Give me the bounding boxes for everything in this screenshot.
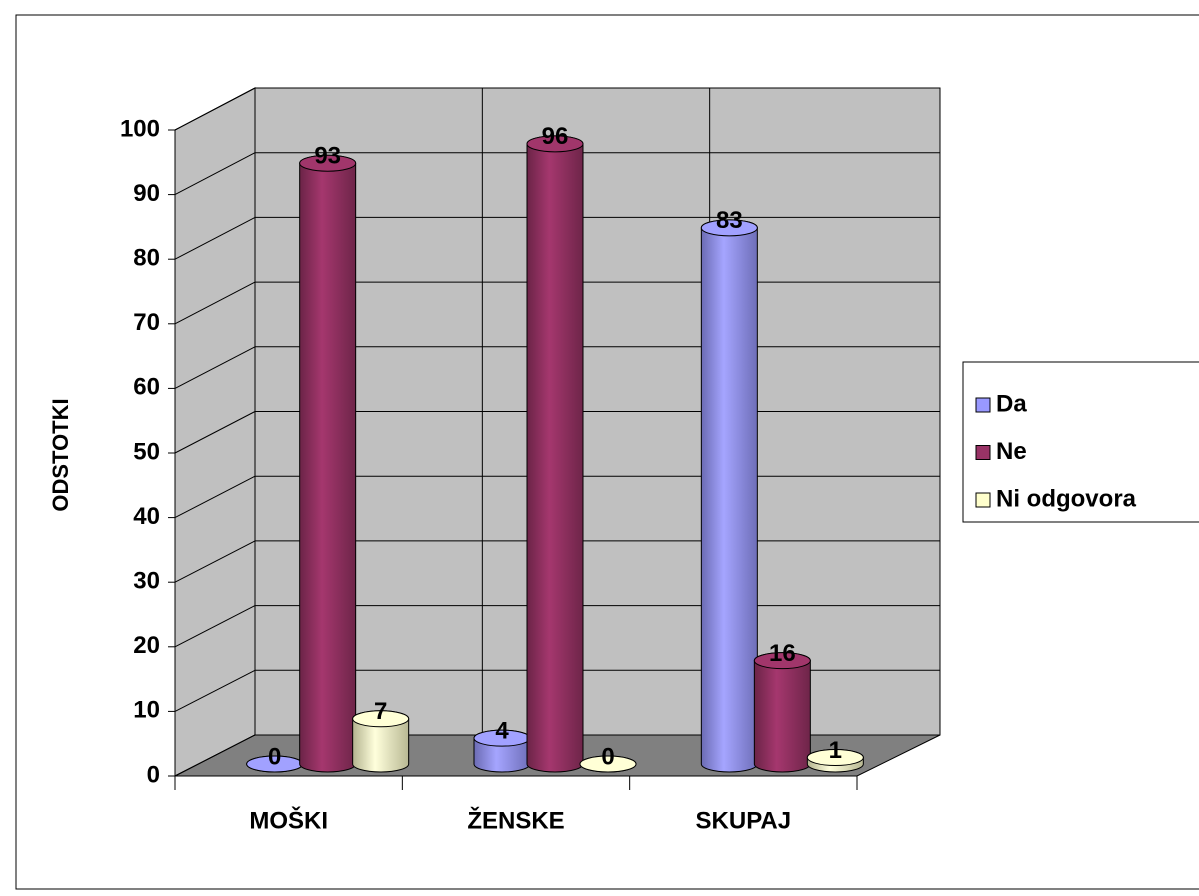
bars: 0 93 7 4 96 0 83 16 1 <box>246 123 864 773</box>
y-axis-label: ODSTOTKI <box>48 398 73 511</box>
y-tick-label: 0 <box>147 761 160 788</box>
bar-top <box>806 749 864 767</box>
bar <box>700 219 758 773</box>
x-tick-label: SKUPAJ <box>696 807 792 834</box>
bar-top <box>753 652 811 670</box>
y-tick-label: 50 <box>133 438 160 465</box>
grid <box>174 87 940 777</box>
grid-line <box>174 475 256 519</box>
data-label: 0 <box>268 743 281 770</box>
legend-swatch <box>975 492 991 508</box>
data-label: 83 <box>716 207 743 234</box>
legend-swatch <box>975 445 991 460</box>
legend-label: Ne <box>996 438 1027 465</box>
data-label: 1 <box>829 737 842 764</box>
bar-top <box>352 710 410 728</box>
grid-line <box>174 87 256 131</box>
legend <box>962 361 1199 523</box>
y-tick-label: 70 <box>133 309 160 336</box>
y-tick-label: 20 <box>133 632 160 659</box>
bar-top <box>579 755 637 773</box>
legend-swatch <box>975 397 991 413</box>
x-tick-label: ŽENSKE <box>467 806 564 834</box>
y-tick-label: 90 <box>133 180 160 207</box>
y-tick-label: 10 <box>133 697 160 724</box>
grid-line <box>174 152 256 196</box>
bar <box>753 652 811 773</box>
data-label: 16 <box>769 640 796 667</box>
data-label: 4 <box>495 718 509 745</box>
grid-line <box>174 669 256 712</box>
bar <box>299 154 357 773</box>
legend-label: Da <box>996 390 1027 417</box>
grid-line <box>174 540 256 583</box>
y-tick-label: 80 <box>133 245 160 272</box>
data-label: 96 <box>542 123 569 150</box>
grid-line <box>174 411 256 454</box>
legend-label: Ni odgovora <box>996 485 1137 512</box>
grid-line <box>174 734 256 777</box>
data-label: 0 <box>601 743 614 770</box>
bar-top <box>526 135 584 153</box>
bar <box>526 135 584 773</box>
bar-top <box>700 219 758 237</box>
y-tick-label: 40 <box>133 503 160 530</box>
y-tick-label: 30 <box>133 568 160 595</box>
x-tick-label: MOŠKI <box>249 806 328 834</box>
y-tick-label: 100 <box>120 115 160 142</box>
grid-line <box>174 216 256 260</box>
data-label: 7 <box>374 698 387 725</box>
grid-line <box>174 346 256 389</box>
grid-line <box>174 281 256 325</box>
data-label: 93 <box>314 143 341 170</box>
y-tick-label: 60 <box>133 374 160 401</box>
grid-line <box>174 605 256 648</box>
bar-top <box>299 154 357 172</box>
